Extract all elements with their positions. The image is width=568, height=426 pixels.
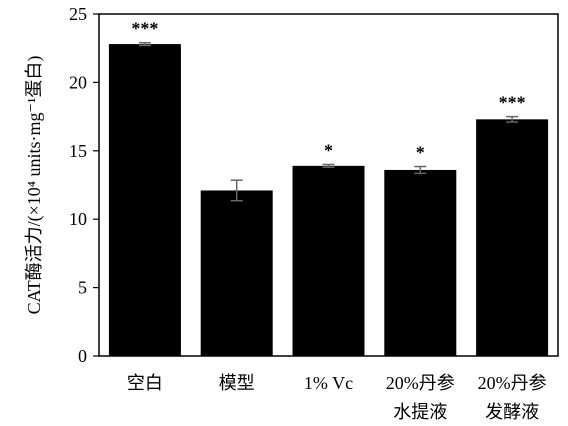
significance-label: *** [499, 93, 526, 113]
x-tick-label: 发酵液 [485, 402, 539, 422]
significance-label: * [416, 143, 425, 163]
y-tick-label: 5 [78, 278, 87, 298]
label-layer: 0 5 10 15 20 25 CAT酶活力/(×10⁴ units·mg⁻¹蛋白) *** 空… [24, 4, 547, 422]
y-tick-label: 10 [69, 209, 87, 229]
x-tick-label: 20%丹参 [386, 373, 455, 393]
bar-layer [108, 41, 549, 356]
y-axis-label: CAT酶活力/(×10⁴ units·mg⁻¹蛋白) [24, 56, 45, 315]
x-tick-label: 空白 [127, 373, 163, 393]
bar [476, 119, 549, 356]
y-tick-label: 20 [69, 72, 87, 92]
significance-label: *** [131, 19, 158, 39]
y-tick-label: 15 [69, 141, 87, 161]
y-tick-label: 0 [78, 346, 87, 366]
y-tick-label: 25 [69, 4, 87, 24]
significance-label: * [324, 140, 333, 160]
x-tick-label: 1% Vc [304, 373, 353, 393]
x-tick-label: 模型 [219, 373, 255, 393]
bar [292, 165, 365, 356]
x-tick-label: 水提液 [393, 402, 447, 422]
bar [200, 190, 273, 356]
bar [108, 44, 181, 356]
bar [384, 169, 457, 356]
x-tick-label: 20%丹参 [478, 373, 547, 393]
